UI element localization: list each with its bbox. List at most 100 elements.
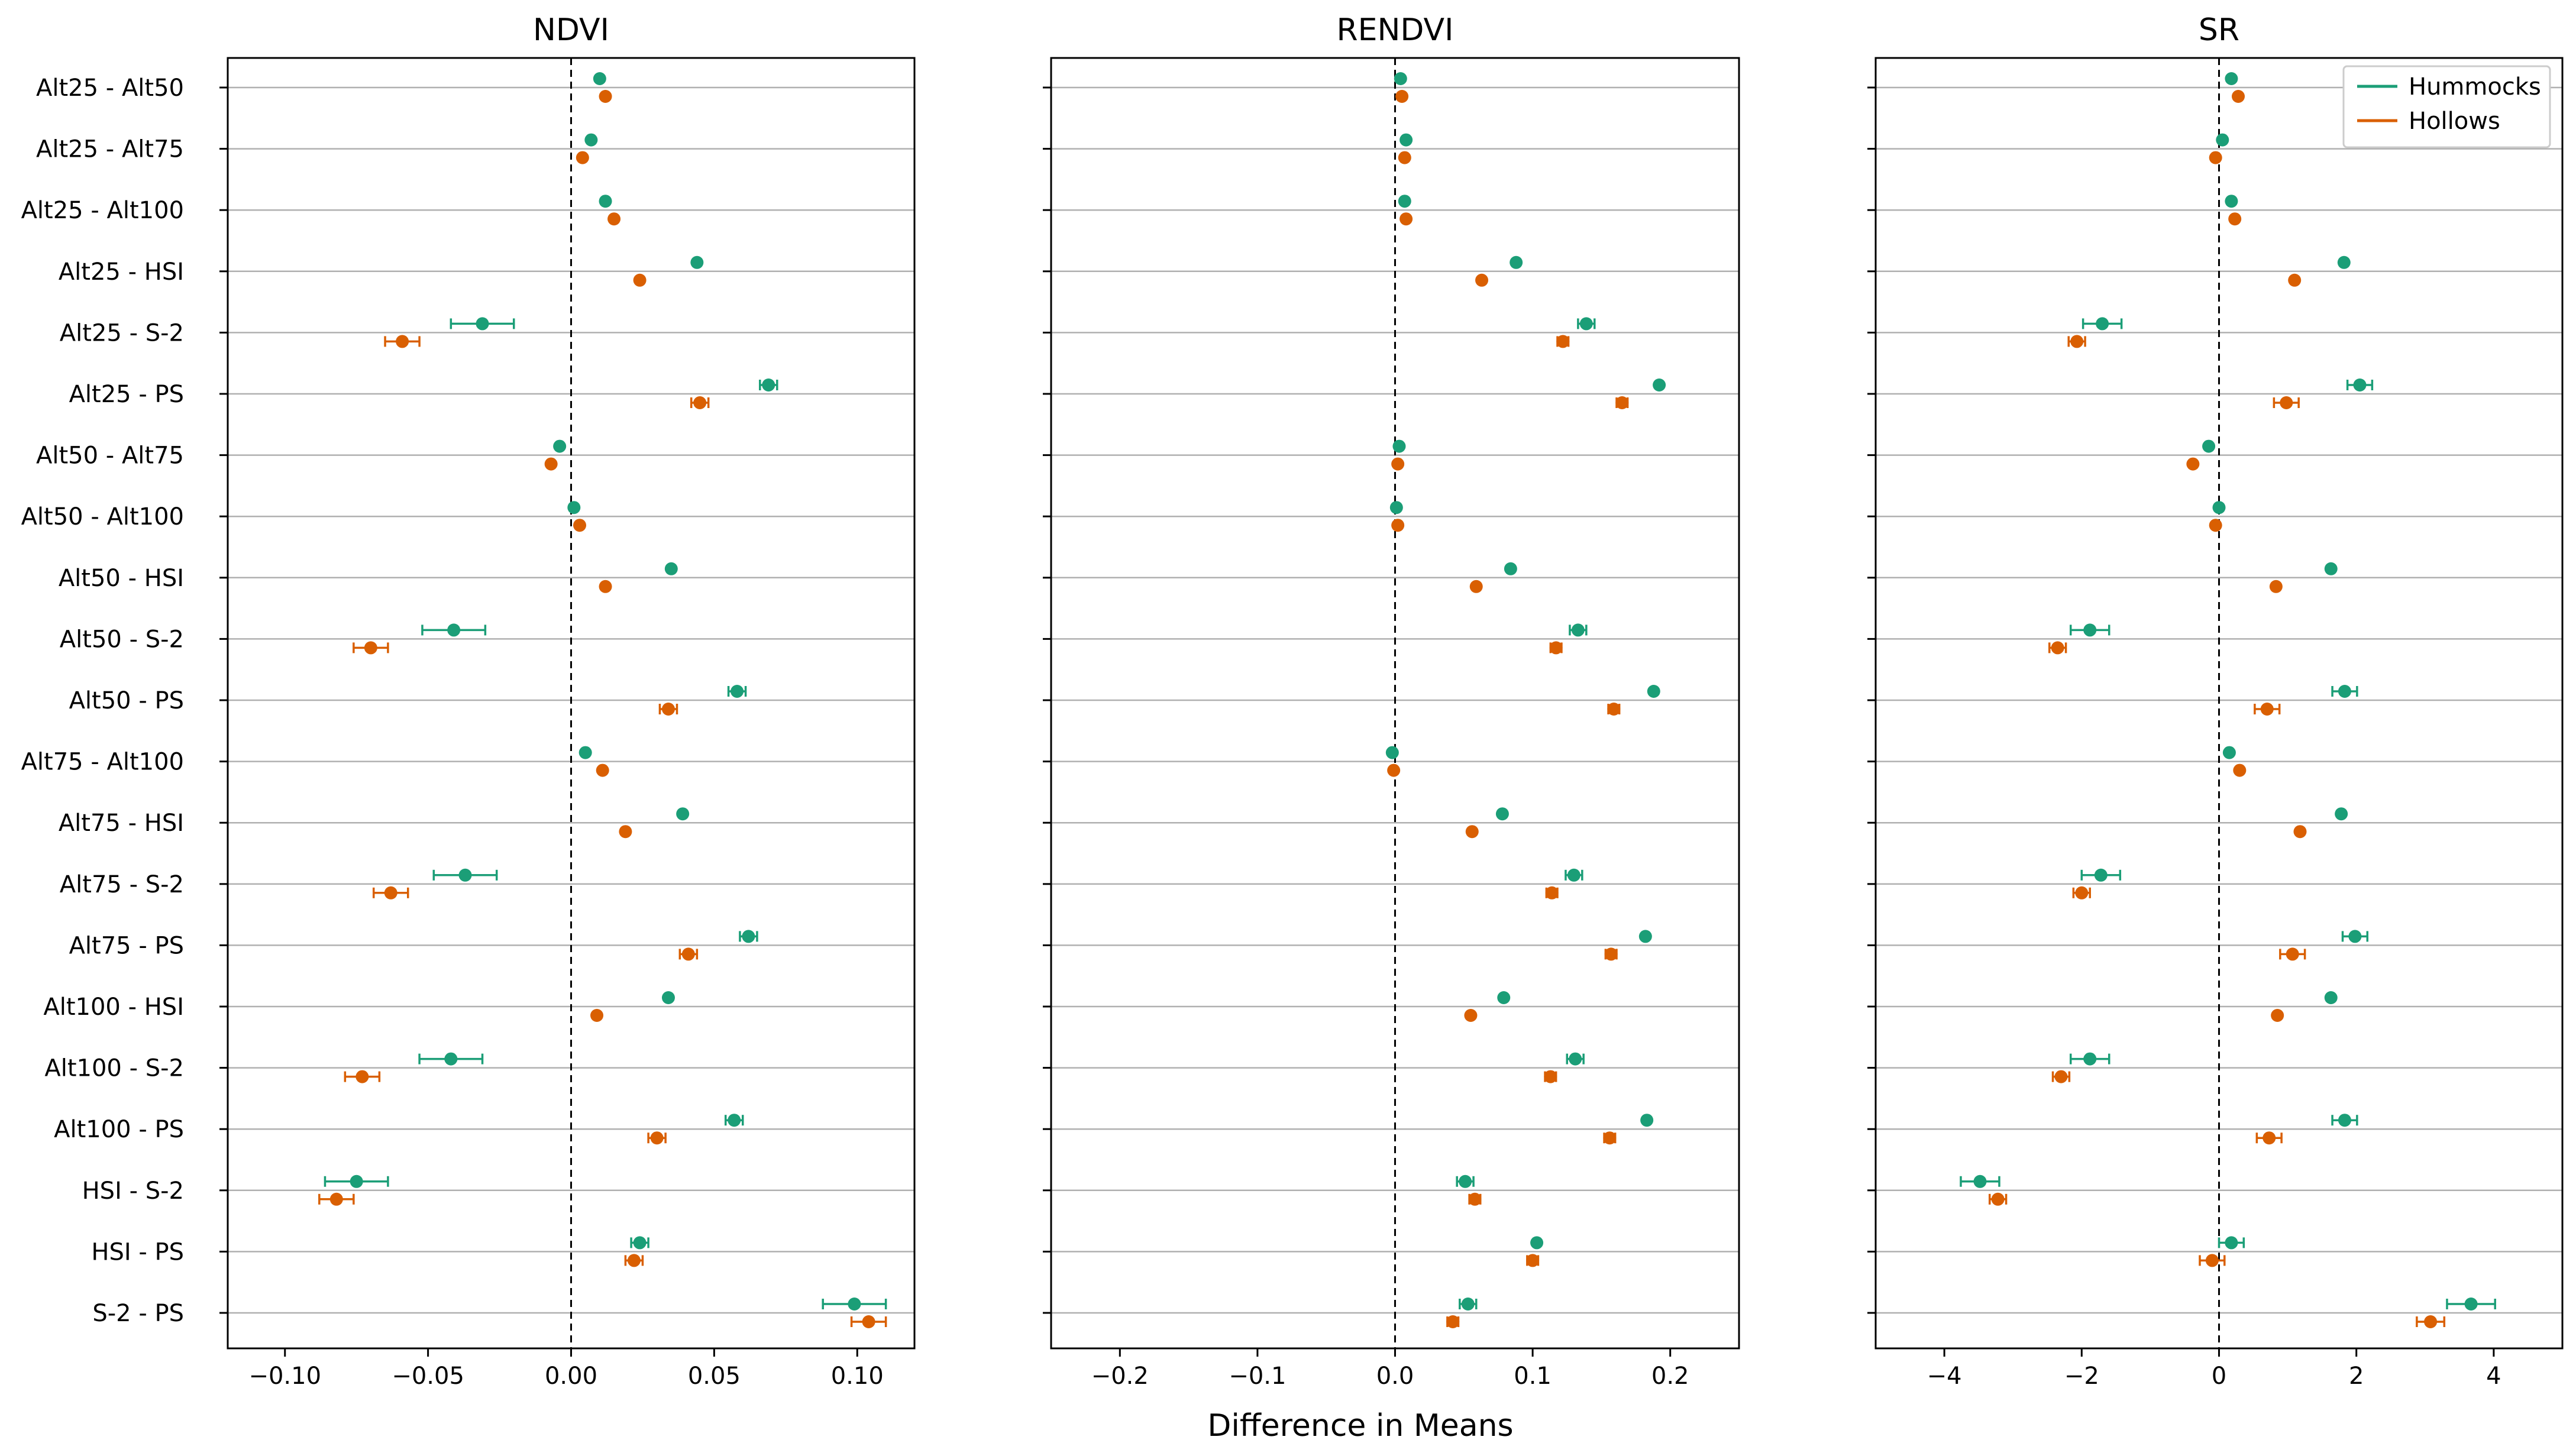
point-hollows xyxy=(2205,1254,2219,1267)
point-hummocks xyxy=(476,317,489,331)
point-hummocks xyxy=(2222,746,2236,759)
point-hollows xyxy=(627,1254,641,1267)
point-hummocks xyxy=(2225,72,2238,85)
point-hummocks xyxy=(567,501,581,515)
point-hummocks xyxy=(447,623,461,637)
point-hollows xyxy=(544,457,558,471)
x-tick-label: 4 xyxy=(2486,1363,2501,1390)
point-hollows xyxy=(1398,151,1411,164)
point-hollows xyxy=(573,519,587,532)
point-hummocks xyxy=(1579,317,1593,331)
point-hummocks xyxy=(1640,1114,1654,1127)
point-hummocks xyxy=(578,746,592,759)
point-hollows xyxy=(2209,519,2222,532)
point-hollows xyxy=(1469,580,1483,593)
point-hummocks xyxy=(1394,72,1407,85)
point-hollows xyxy=(576,151,589,164)
point-hollows xyxy=(2263,1131,2276,1145)
y-tick-label: Alt25 - HSI xyxy=(59,258,184,286)
point-hummocks xyxy=(1398,195,1411,208)
x-tick-label: 0.10 xyxy=(831,1363,884,1390)
point-hummocks xyxy=(1653,378,1666,391)
x-tick-label: 0.0 xyxy=(1376,1363,1414,1390)
point-hollows xyxy=(1615,396,1629,409)
point-hollows xyxy=(1526,1254,1540,1267)
point-hummocks xyxy=(731,685,744,698)
point-hollows xyxy=(590,1009,604,1022)
point-hollows xyxy=(862,1315,875,1328)
x-tick-label: −0.10 xyxy=(248,1363,321,1390)
y-tick-label: Alt75 - Alt100 xyxy=(21,749,184,776)
point-hummocks xyxy=(2096,317,2109,331)
point-hollows xyxy=(2260,703,2274,716)
point-hollows xyxy=(1468,1192,1482,1206)
point-hummocks xyxy=(728,1114,741,1127)
legend-label-hummocks: Hummocks xyxy=(2409,73,2541,101)
point-hummocks xyxy=(1638,930,1652,943)
point-hollows xyxy=(2269,580,2283,593)
y-tick-label: Alt25 - Alt100 xyxy=(21,197,184,224)
x-tick-label: 0.00 xyxy=(545,1363,597,1390)
y-tick-label: S-2 - PS xyxy=(92,1300,184,1327)
point-hollows xyxy=(619,825,632,839)
point-hummocks xyxy=(1510,255,1523,269)
point-hummocks xyxy=(2216,133,2229,147)
y-tick-label: Alt50 - S-2 xyxy=(60,626,184,653)
y-tick-label: Alt25 - S-2 xyxy=(60,319,184,347)
point-hollows xyxy=(599,580,612,593)
x-tick-label: −2 xyxy=(2064,1363,2099,1390)
point-hollows xyxy=(633,273,647,287)
point-hollows xyxy=(2228,212,2242,226)
y-tick-label: HSI - S-2 xyxy=(82,1177,184,1205)
point-hummocks xyxy=(2083,1052,2097,1066)
x-tick-label: 0 xyxy=(2212,1363,2226,1390)
point-hummocks xyxy=(350,1174,363,1188)
x-tick-label: −4 xyxy=(1927,1363,1962,1390)
point-hollows xyxy=(650,1131,664,1145)
point-hummocks xyxy=(458,868,472,882)
point-hummocks xyxy=(584,133,598,147)
y-tick-label: HSI - PS xyxy=(91,1238,184,1266)
point-hollows xyxy=(596,763,609,777)
point-hummocks xyxy=(1461,1298,1475,1311)
point-hummocks xyxy=(2324,991,2338,1004)
y-tick-label: Alt25 - Alt75 xyxy=(36,136,184,163)
point-hollows xyxy=(1391,519,1405,532)
y-tick-label: Alt100 - S-2 xyxy=(44,1055,184,1082)
point-hummocks xyxy=(2464,1298,2478,1311)
y-tick-label: Alt75 - PS xyxy=(69,932,184,959)
point-hollows xyxy=(1545,886,1559,900)
point-hummocks xyxy=(2225,1236,2238,1250)
panel-ndvi: −0.10 −0.05 0.00 0.05 0.10 Alt25 - Alt50 Alt25… xyxy=(21,12,916,1390)
point-hollows xyxy=(396,335,409,348)
point-hummocks xyxy=(2324,562,2338,575)
x-tick-label: −0.05 xyxy=(392,1363,464,1390)
point-hummocks xyxy=(1973,1174,1987,1188)
y-tick-label: Alt25 - Alt50 xyxy=(36,75,184,102)
point-hollows xyxy=(1387,763,1401,777)
point-hollows xyxy=(329,1192,343,1206)
point-hummocks xyxy=(661,991,675,1004)
point-hummocks xyxy=(2225,195,2238,208)
point-hollows xyxy=(1391,457,1405,471)
point-hummocks xyxy=(2083,623,2097,637)
point-hummocks xyxy=(1495,807,1509,821)
point-hollows xyxy=(2288,273,2302,287)
y-tick-label: Alt75 - S-2 xyxy=(60,871,184,898)
x-tick-label: 0.2 xyxy=(1651,1363,1689,1390)
legend-label-hollows: Hollows xyxy=(2409,108,2500,135)
point-hummocks xyxy=(553,439,567,453)
point-hummocks xyxy=(664,562,678,575)
point-hollows xyxy=(2186,457,2200,471)
panel-title: RENDVI xyxy=(1337,12,1454,48)
legend: Hummocks Hollows xyxy=(2342,65,2551,148)
panel-sr: −4 −2 0 2 4 SR xyxy=(1867,12,2564,1390)
point-hollows xyxy=(2286,947,2299,961)
point-hollows xyxy=(2280,396,2293,409)
x-tick-label: −0.1 xyxy=(1229,1363,1286,1390)
point-hummocks xyxy=(762,378,775,391)
y-tick-label: Alt50 - Alt100 xyxy=(21,503,184,530)
point-hollows xyxy=(355,1070,369,1083)
